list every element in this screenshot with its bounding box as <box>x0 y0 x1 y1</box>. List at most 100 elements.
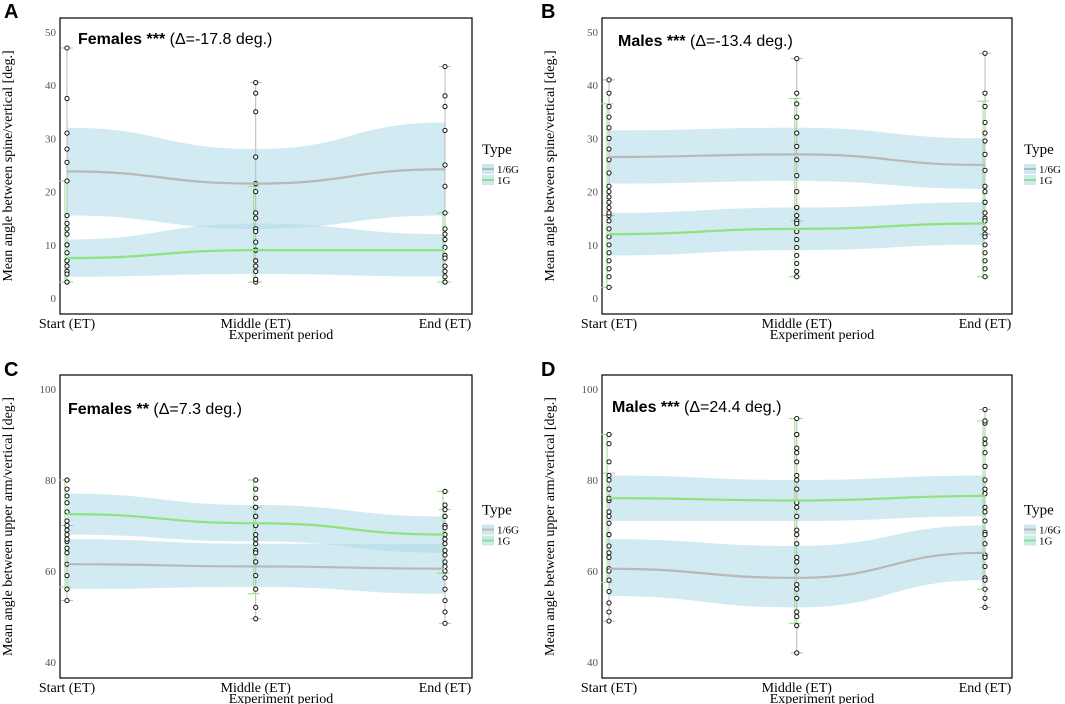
fit-line-1g <box>608 494 986 502</box>
data-point <box>442 268 448 274</box>
panel-annotation: Females *** (Δ=-17.8 deg.) <box>78 31 272 48</box>
fit-line-1g <box>66 249 445 260</box>
data-point <box>794 244 800 251</box>
data-point <box>794 513 800 520</box>
data-point <box>794 157 800 163</box>
data-point <box>64 226 70 232</box>
data-point <box>64 95 70 102</box>
data-point <box>982 250 988 256</box>
data-point <box>64 532 70 538</box>
data-point <box>442 255 448 261</box>
panel-a: A 0 10 20 30 40 50 Start (ET) Middle (ET) End (ET… <box>1 1 519 343</box>
data-point <box>253 228 259 235</box>
data-point <box>794 595 800 601</box>
annotation-delta: (Δ=7.3 deg.) <box>149 401 242 418</box>
data-point <box>982 554 988 560</box>
data-point <box>982 167 988 173</box>
data-point <box>64 597 70 604</box>
data-point <box>64 500 70 506</box>
data-point <box>982 563 988 570</box>
data-point <box>253 604 259 611</box>
data-point <box>253 559 259 565</box>
data-point <box>606 509 612 515</box>
fit-line-1-6g <box>66 168 446 185</box>
data-point <box>253 495 259 501</box>
data-point <box>253 532 259 538</box>
legend-entry: 1/6G <box>497 525 519 537</box>
data-point <box>982 541 988 547</box>
data-point <box>982 226 988 232</box>
fit-line-1g <box>66 513 446 536</box>
data-point <box>982 103 988 110</box>
data-point <box>982 577 988 583</box>
data-point <box>606 284 612 290</box>
data-point <box>64 493 70 499</box>
x-tick-label: End (ET) <box>419 681 472 696</box>
data-point <box>606 520 612 526</box>
data-point <box>982 586 988 592</box>
x-axis-label: Experiment period <box>770 328 875 343</box>
data-point <box>442 183 448 189</box>
data-point <box>794 228 800 235</box>
data-point <box>606 189 612 195</box>
data-point <box>794 260 800 267</box>
data-point <box>64 271 70 277</box>
data-point <box>794 504 800 510</box>
data-point <box>253 109 259 115</box>
x-tick-label: Middle (ET) <box>762 681 833 696</box>
fit-line-1-6g <box>608 153 986 167</box>
data-point <box>794 274 800 280</box>
x-axis-label: Experiment period <box>229 692 334 704</box>
data-point <box>794 613 800 620</box>
data-point <box>606 258 612 264</box>
data-point <box>794 532 800 538</box>
data-point <box>253 268 259 274</box>
data-point <box>606 210 612 216</box>
data-point <box>982 477 988 483</box>
data-point <box>982 218 988 224</box>
data-point <box>982 418 988 424</box>
data-point <box>253 550 259 556</box>
data-point <box>606 441 612 447</box>
data-point <box>982 234 988 240</box>
data-point <box>606 218 612 224</box>
data-point <box>794 459 800 465</box>
data-point <box>606 588 612 595</box>
data-point <box>64 279 70 285</box>
data-point <box>442 513 448 520</box>
y-axis-label: Mean angle between spine/vertical [deg.] <box>1 50 16 281</box>
legend-title: Type <box>1024 142 1054 158</box>
data-point <box>606 550 612 556</box>
data-point <box>794 450 800 456</box>
data-point <box>982 450 988 456</box>
data-point <box>982 504 988 510</box>
data-point <box>442 536 448 542</box>
data-point <box>606 242 612 248</box>
data-point <box>606 577 612 583</box>
data-point <box>794 130 800 136</box>
data-point <box>64 242 70 248</box>
data-point <box>606 157 612 163</box>
data-point <box>982 119 988 126</box>
legend-entry: 1G <box>1039 536 1053 548</box>
data-point <box>442 63 448 70</box>
legend-entry: 1G <box>497 536 511 548</box>
annotation-delta: (Δ=-13.4 deg.) <box>686 33 793 50</box>
data-point <box>606 486 612 492</box>
data-point <box>606 532 612 538</box>
y-tick-label: 20 <box>587 187 599 199</box>
legend-entry: 1G <box>497 175 511 187</box>
data-point <box>442 586 448 592</box>
data-point <box>794 541 800 547</box>
data-point <box>442 541 448 547</box>
y-axis-label: Mean angle between upper arm/vertical [d… <box>543 397 558 656</box>
annotation-group: Males *** <box>618 33 686 50</box>
legend-title: Type <box>482 503 512 519</box>
y-tick-label: 60 <box>45 566 57 578</box>
data-point <box>606 234 612 240</box>
x-axis-label: Experiment period <box>770 692 875 704</box>
data-point <box>982 463 988 469</box>
data-point <box>982 258 988 264</box>
data-point <box>442 502 448 508</box>
